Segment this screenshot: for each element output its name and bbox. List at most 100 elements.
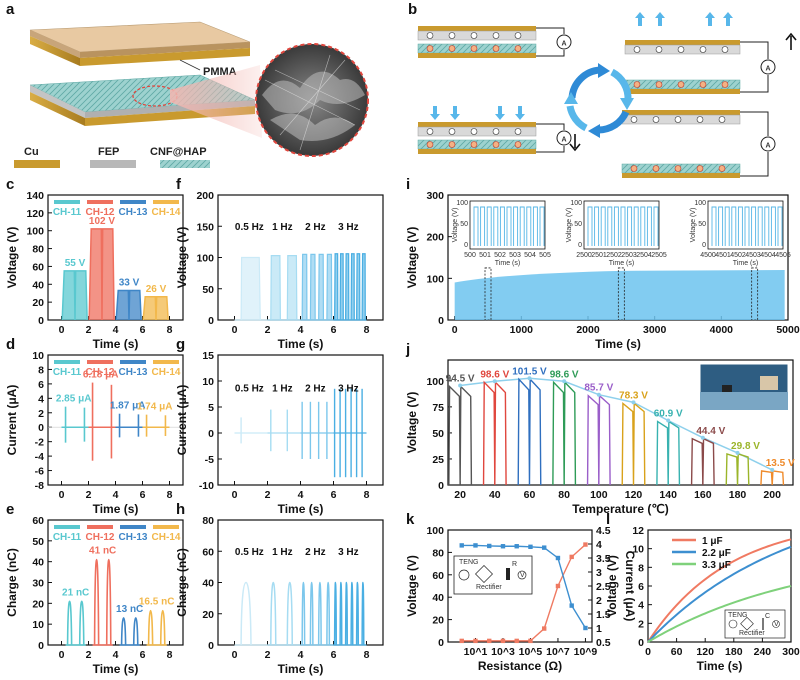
y-tick-label: 30	[32, 578, 44, 590]
frequency-label: 0.5 Hz	[235, 383, 264, 394]
panel-label: d	[6, 336, 15, 353]
value-label: 1.87 μA	[110, 401, 146, 412]
circuit-label: C	[765, 613, 770, 620]
temperature-pulse	[552, 380, 577, 486]
trend-line	[460, 377, 773, 471]
panel-label-a: a	[6, 1, 15, 18]
inset-pulse	[633, 206, 639, 246]
charge-pulse-CH-13	[132, 617, 139, 646]
voltage-pulse	[339, 253, 344, 321]
voltage-pulse	[309, 253, 316, 321]
y-tick-label: 0	[208, 428, 214, 440]
y-tick-label: 25	[432, 454, 444, 466]
circuit-label: Rectifier	[739, 630, 765, 637]
charge-marker	[677, 46, 685, 53]
temperature-pulse	[760, 470, 785, 486]
panel-label: l	[606, 511, 610, 528]
ammeter-label: A	[561, 41, 566, 48]
plot-frame	[217, 354, 384, 486]
x-axis-label: Time (s)	[278, 337, 324, 351]
x-tick-label: 180	[729, 489, 747, 501]
inset-pulse	[513, 206, 519, 246]
y-tick-label: -5	[205, 454, 214, 466]
value-label: 13.5 V	[766, 458, 795, 469]
charge-pulse	[339, 581, 343, 646]
legend-label-fep: FEP	[98, 146, 119, 158]
trend-point	[527, 376, 532, 381]
top-electrode	[418, 122, 536, 127]
inset-x-tick: 4503	[745, 252, 761, 259]
temperature-pulse	[517, 377, 542, 486]
voltage-pulse	[361, 253, 366, 321]
inset-pulse	[480, 206, 486, 246]
voltage-line	[461, 544, 586, 642]
inset-y-label: Voltage (V)	[566, 208, 573, 243]
y2-tick-label: 2	[596, 595, 602, 607]
charging-curve-2	[647, 585, 792, 643]
legend-label: 2.2 μF	[702, 548, 731, 559]
charge-pulse	[317, 581, 322, 646]
y-tick-label: 0	[38, 315, 44, 327]
y-tick-label: 6	[638, 581, 644, 593]
inset-frame	[469, 200, 546, 250]
legend-swatch	[87, 525, 113, 529]
frequency-label: 0.5 Hz	[235, 222, 264, 233]
y2-tick-label: 2.5	[596, 581, 611, 593]
x-axis-label: Time (s)	[93, 502, 139, 516]
panel-label: i	[406, 176, 410, 193]
voltmeter-icon	[517, 570, 527, 580]
chart-j-temperature: j20 40 60 80 100 120 140 160 180 2000255075100Tem…	[405, 341, 795, 516]
panel-label: e	[6, 501, 14, 518]
inset-pulse	[744, 206, 750, 246]
x-tick-label: 0	[452, 324, 458, 336]
y-tick-label: 10	[632, 544, 644, 556]
circuit-wire	[536, 123, 565, 153]
x-axis-label: Temperature (℃)	[572, 502, 669, 516]
temperature-pulse	[586, 394, 611, 486]
inset-pulse	[587, 206, 593, 246]
trend-point	[700, 435, 705, 440]
inset-pulse	[473, 206, 479, 246]
x-tick-label: 0	[59, 324, 65, 336]
ammeter-icon	[760, 136, 776, 152]
chart-e-charge-channels: e 0 2 4 6 8 0 10 20 30 40 50 60 Time (s) Charge (nC) 21…	[5, 501, 184, 676]
y-tick-label: 0	[38, 640, 44, 652]
voltmeter-icon	[772, 620, 780, 628]
ammeter-icon	[760, 59, 776, 75]
bottom-electrode	[418, 149, 536, 154]
legend-label: CH-13	[119, 367, 148, 378]
charge-marker	[470, 45, 478, 52]
x-axis-label: Time (s)	[93, 337, 139, 351]
x-tick-label: 240	[754, 646, 772, 658]
inset-pulse	[607, 206, 613, 246]
charge-marker	[633, 81, 641, 88]
frequency-label: 1 Hz	[272, 383, 293, 394]
panel-a: a PMMA Cu FEP	[6, 1, 369, 168]
photo-device	[760, 376, 778, 390]
y-tick-label: 20	[202, 609, 214, 621]
zoom-cone	[170, 65, 262, 138]
value-label: 13 nC	[116, 604, 143, 615]
y2-tick-label: 4	[596, 539, 602, 551]
x-tick-label: 2	[265, 649, 271, 661]
x-tick-label: 2	[86, 324, 92, 336]
zoom-marker	[617, 267, 625, 321]
value-label: 6.18 μA	[83, 370, 119, 381]
charge-pulse-CH-14	[147, 609, 154, 646]
x-tick-label: 1000	[510, 324, 534, 336]
x-tick-label: 0	[232, 489, 238, 501]
current-line	[461, 544, 587, 629]
y-tick-label: 50	[202, 284, 214, 296]
y2-tick-label: 3	[596, 567, 602, 579]
charge-pulse	[240, 581, 252, 646]
x-axis-label: Resistance (Ω)	[478, 659, 562, 673]
charge-marker	[696, 116, 704, 123]
x-tick-label: 6	[140, 649, 146, 661]
inset-pulse	[506, 206, 512, 246]
x-tick-label: 4	[113, 649, 119, 661]
inset-pulse	[640, 206, 646, 246]
charge-marker	[426, 45, 434, 52]
inset-y-tick: 50	[698, 221, 706, 228]
press-arrow-head	[495, 114, 505, 120]
